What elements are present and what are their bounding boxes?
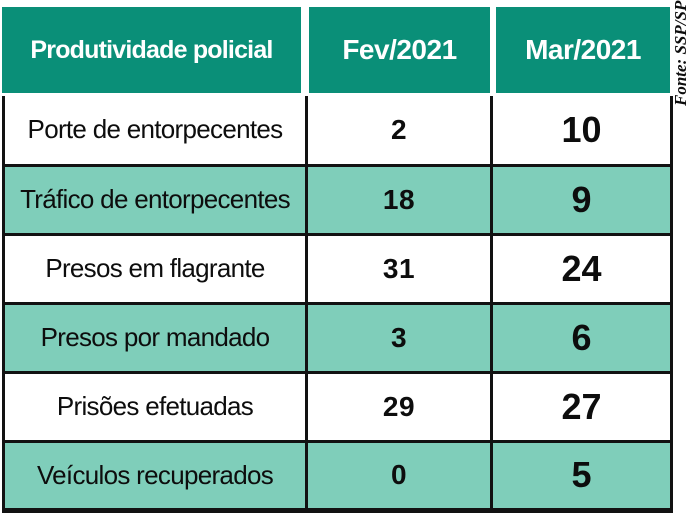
row-label: Tráfico de entorpecentes: [2, 163, 308, 236]
table-row: Prisões efetuadas 29 27: [2, 370, 673, 443]
feb-value: 0: [305, 439, 493, 513]
feb-value: 3: [305, 301, 493, 374]
header-cell-productivity: Produtividade policial: [2, 7, 301, 93]
feb-value: 31: [305, 232, 493, 305]
table-row: Presos em flagrante 31 24: [2, 232, 673, 305]
row-label: Presos em flagrante: [2, 232, 308, 305]
mar-value: 10: [490, 96, 673, 167]
source-note: Fonte: SSP/SP: [671, 0, 690, 106]
feb-value: 18: [305, 163, 493, 236]
table-body: Porte de entorpecentes 2 10 Tráfico de e…: [2, 96, 673, 513]
table-header-row: Produtividade policial Fev/2021 Mar/2021: [2, 7, 670, 93]
header-cell-mar-2021: Mar/2021: [496, 7, 670, 93]
mar-value: 9: [490, 163, 673, 236]
mar-value: 6: [490, 301, 673, 374]
table-row: Porte de entorpecentes 2 10: [2, 96, 673, 167]
table-row: Veículos recuperados 0 5: [2, 439, 673, 513]
table-row: Tráfico de entorpecentes 18 9: [2, 163, 673, 236]
row-label: Presos por mandado: [2, 301, 308, 374]
row-label: Porte de entorpecentes: [2, 96, 308, 167]
row-label: Veículos recuperados: [2, 439, 308, 513]
mar-value: 5: [490, 439, 673, 513]
table-row: Presos por mandado 3 6: [2, 301, 673, 374]
feb-value: 29: [305, 370, 493, 443]
mar-value: 24: [490, 232, 673, 305]
feb-value: 2: [305, 96, 493, 167]
mar-value: 27: [490, 370, 673, 443]
row-label: Prisões efetuadas: [2, 370, 308, 443]
header-cell-feb-2021: Fev/2021: [309, 7, 490, 93]
